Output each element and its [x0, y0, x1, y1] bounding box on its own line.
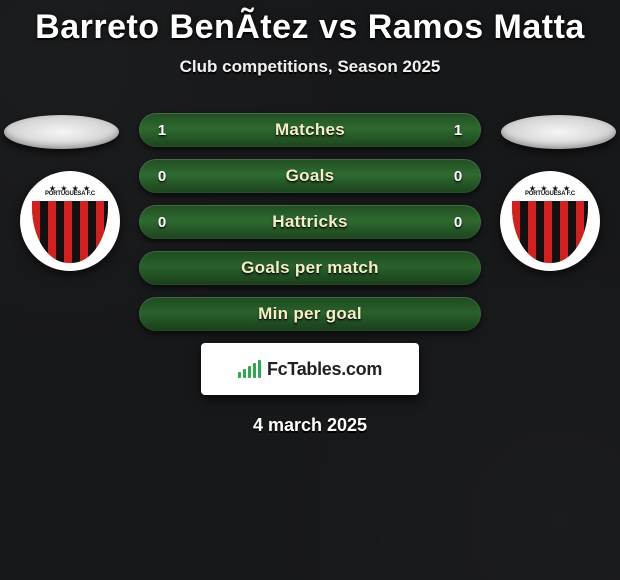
- stat-row-matches: 1 Matches 1: [139, 113, 481, 147]
- stat-row-hattricks: 0 Hattricks 0: [139, 205, 481, 239]
- shield-label: PORTUGUESA F.C: [32, 191, 108, 197]
- stat-right-value: 0: [441, 209, 475, 235]
- stat-label: Goals per match: [179, 258, 441, 278]
- left-player-platform: [4, 115, 119, 149]
- date-label: 4 march 2025: [0, 415, 620, 436]
- right-player-platform: [501, 115, 616, 149]
- left-club-badge: ★ ★ ★ ★ PORTUGUESA F.C: [20, 171, 120, 271]
- stat-left-value: 0: [145, 209, 179, 235]
- right-club-badge: ★ ★ ★ ★ PORTUGUESA F.C: [500, 171, 600, 271]
- stat-right-value: 1: [441, 117, 475, 143]
- stat-label: Min per goal: [179, 304, 441, 324]
- stat-label: Matches: [179, 120, 441, 140]
- stat-row-goals-per-match: Goals per match: [139, 251, 481, 285]
- stat-left-value: 0: [145, 163, 179, 189]
- page-title: Barreto BenÃ­tez vs Ramos Matta: [0, 0, 620, 47]
- brand-text: FcTables.com: [267, 359, 382, 380]
- subtitle: Club competitions, Season 2025: [0, 57, 620, 77]
- comparison-arena: ★ ★ ★ ★ PORTUGUESA F.C ★ ★ ★ ★ PORTUGUES…: [0, 105, 620, 436]
- stat-right-value: 0: [441, 163, 475, 189]
- brand-bars-icon: [238, 360, 261, 378]
- stat-row-goals: 0 Goals 0: [139, 159, 481, 193]
- club-shield: ★ ★ ★ ★ PORTUGUESA F.C: [512, 183, 588, 263]
- stat-rows: 1 Matches 1 0 Goals 0 0 Hattricks 0 Goal…: [139, 105, 481, 331]
- branding-box: FcTables.com: [201, 343, 419, 395]
- shield-label: PORTUGUESA F.C: [512, 191, 588, 197]
- stat-label: Hattricks: [179, 212, 441, 232]
- club-shield: ★ ★ ★ ★ PORTUGUESA F.C: [32, 183, 108, 263]
- stat-label: Goals: [179, 166, 441, 186]
- stat-left-value: 1: [145, 117, 179, 143]
- stat-row-min-per-goal: Min per goal: [139, 297, 481, 331]
